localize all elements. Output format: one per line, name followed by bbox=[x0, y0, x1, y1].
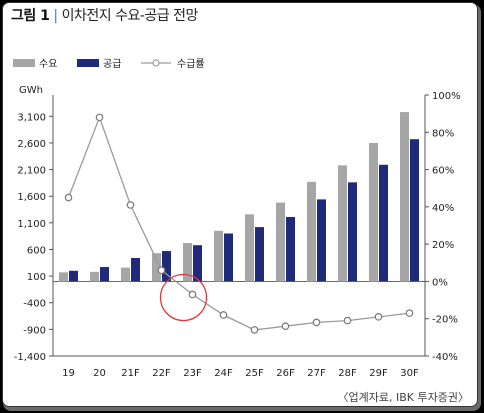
y-tick-label: -900 bbox=[23, 325, 46, 336]
bar-demand bbox=[245, 214, 254, 282]
x-tick-label: 23F bbox=[183, 368, 202, 379]
y-tick-label: 2,600 bbox=[17, 139, 46, 150]
bar-supply bbox=[410, 139, 419, 282]
bar-demand bbox=[369, 142, 378, 282]
y-tick-label: 1,600 bbox=[17, 192, 46, 203]
bar-supply bbox=[162, 251, 171, 282]
y2-tick-label: -20% bbox=[432, 315, 458, 326]
y-tick-label: -400 bbox=[23, 299, 46, 310]
ratio-point bbox=[312, 318, 321, 327]
ratio-point bbox=[219, 311, 228, 319]
x-tick-label: 29F bbox=[369, 368, 388, 379]
bar-supply bbox=[348, 182, 357, 282]
bar-supply bbox=[193, 245, 202, 282]
ratio-point bbox=[374, 313, 383, 321]
bar-demand bbox=[400, 112, 409, 282]
legend-label-demand: 수요 bbox=[39, 58, 57, 70]
ratio-point bbox=[126, 201, 135, 209]
bar-supply bbox=[379, 164, 388, 282]
bar-demand bbox=[152, 253, 161, 282]
y2-tick-label: 20% bbox=[432, 240, 454, 251]
bar-demand bbox=[59, 272, 68, 282]
x-tick-label: 27F bbox=[307, 368, 326, 379]
bar-supply bbox=[224, 233, 233, 282]
bar-demand bbox=[307, 181, 316, 282]
y-tick-label: -1,400 bbox=[14, 352, 46, 363]
bar-supply bbox=[69, 270, 78, 282]
bar-supply bbox=[131, 257, 140, 282]
legend-label-supply: 공급 bbox=[103, 58, 121, 70]
ratio-point bbox=[95, 113, 104, 122]
x-tick-label: 19 bbox=[62, 368, 75, 379]
chart: 수요 공급 수급률 GWh -1,400 -900 -400 100 600 1,100 1,600… bbox=[13, 58, 469, 404]
legend-label-ratio: 수급률 bbox=[177, 58, 205, 70]
ratio-point bbox=[188, 290, 197, 299]
bar-demand bbox=[121, 267, 130, 282]
bar-supply bbox=[286, 216, 295, 282]
y-tick-label: 600 bbox=[27, 245, 46, 256]
bar-demand bbox=[183, 243, 192, 282]
y2-tick-label: 80% bbox=[432, 128, 454, 139]
ratio-point bbox=[250, 326, 259, 334]
y2-tick-label: 60% bbox=[432, 166, 454, 177]
bar-demand bbox=[338, 165, 347, 282]
x-tick-label: 20 bbox=[93, 368, 106, 379]
highlight-circle bbox=[159, 273, 208, 322]
y2-tick-label: 40% bbox=[432, 203, 454, 214]
ratio-point bbox=[157, 266, 166, 275]
x-tick-label: 28F bbox=[338, 368, 357, 379]
y2-tick-label: 0% bbox=[432, 277, 448, 288]
legend-swatch-demand bbox=[13, 59, 35, 67]
ratio-point bbox=[405, 309, 414, 317]
title-separator: | bbox=[53, 8, 58, 24]
bar-supply bbox=[255, 227, 264, 282]
figure-label: 그림 1 bbox=[11, 8, 50, 24]
bar-supply bbox=[317, 199, 326, 282]
x-tick-label: 25F bbox=[245, 368, 264, 379]
legend-marker-ratio bbox=[152, 59, 160, 67]
source-note: 〈업계자료, IBK 투자증권〉 bbox=[338, 391, 469, 404]
bar-demand bbox=[276, 202, 285, 282]
bar-demand bbox=[214, 230, 223, 282]
x-tick-label: 30F bbox=[400, 368, 419, 379]
bar-demand bbox=[90, 271, 99, 282]
figure-subtitle: 이차전지 수요-공급 전망 bbox=[61, 8, 199, 24]
ratio-point bbox=[343, 316, 352, 325]
y2-tick-label: -40% bbox=[432, 352, 458, 363]
legend-swatch-supply bbox=[77, 59, 99, 67]
y-axis-unit: GWh bbox=[19, 85, 43, 96]
y-tick-label: 3,100 bbox=[17, 112, 46, 123]
x-tick-label: 26F bbox=[276, 368, 295, 379]
ratio-point bbox=[281, 322, 290, 330]
figure-title: 그림 1 | 이차전지 수요-공급 전망 bbox=[11, 5, 198, 25]
y-tick-label: 1,100 bbox=[17, 219, 46, 230]
y2-tick-label: 100% bbox=[432, 91, 461, 102]
bar-supply bbox=[100, 267, 109, 282]
x-tick-label: 21F bbox=[121, 368, 140, 379]
figure-card: 그림 1 | 이차전지 수요-공급 전망 수요 공급 수급률 GWh -1,400 -900 -… bbox=[3, 3, 477, 406]
y-tick-label: 2,100 bbox=[17, 166, 46, 177]
y-tick-label: 100 bbox=[27, 272, 46, 283]
ratio-line bbox=[67, 115, 410, 331]
x-tick-label: 22F bbox=[152, 368, 171, 379]
x-tick-label: 24F bbox=[214, 368, 233, 379]
ratio-point bbox=[64, 193, 73, 202]
